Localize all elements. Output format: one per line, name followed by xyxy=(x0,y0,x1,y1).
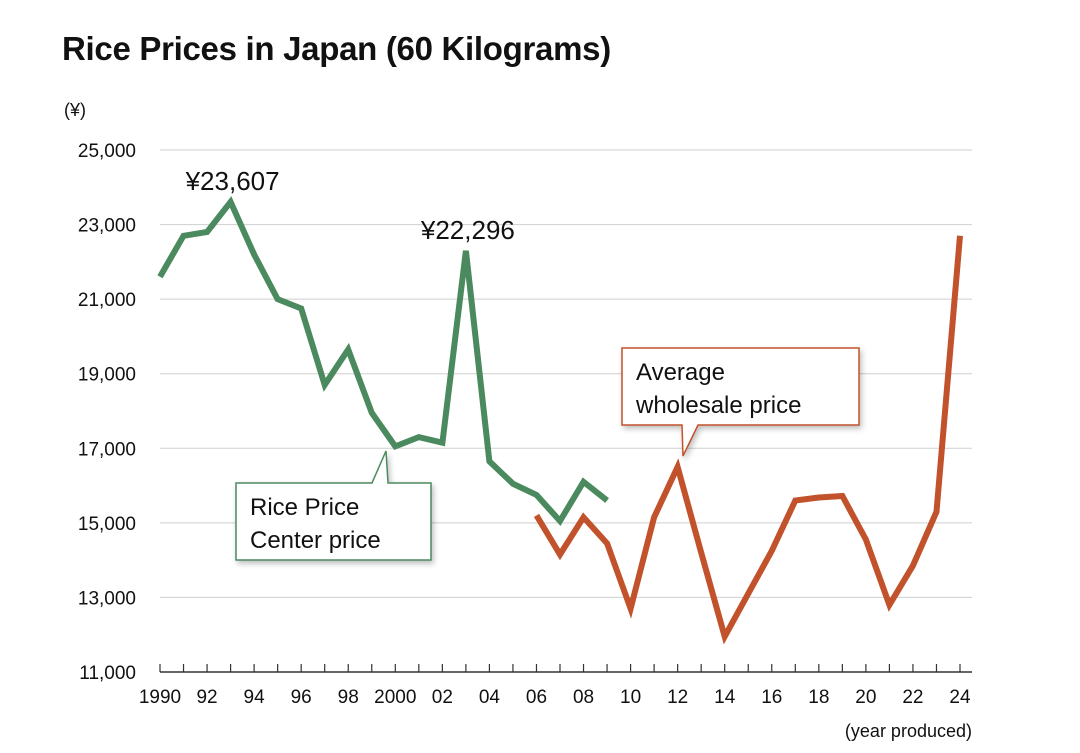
y-tick-label: 19,000 xyxy=(78,365,136,386)
x-tick-label: 94 xyxy=(244,687,266,708)
x-tick-label: 2000 xyxy=(374,687,416,708)
series-line-1 xyxy=(533,235,963,645)
x-axis-label: (year produced) xyxy=(845,721,972,741)
x-tick-label: 16 xyxy=(761,687,782,708)
x-tick-label: 22 xyxy=(902,687,923,708)
callout-text: wholesale price xyxy=(635,392,801,419)
x-tick-label: 24 xyxy=(949,687,971,708)
y-tick-label: 25,000 xyxy=(78,141,136,162)
y-tick-label: 11,000 xyxy=(79,663,136,684)
series-layer xyxy=(157,196,963,645)
callout-text: Average xyxy=(636,359,725,386)
callout-text: Center price xyxy=(250,527,381,554)
series-line-0 xyxy=(157,196,609,527)
x-tick-label: 1990 xyxy=(139,687,181,708)
y-tick-label: 21,000 xyxy=(78,290,136,311)
x-tick-label: 08 xyxy=(573,687,594,708)
callout-1: Average wholesale price xyxy=(621,347,860,457)
x-tick-label: 04 xyxy=(479,687,501,708)
callout-0: Rice Price Center price xyxy=(235,450,432,561)
x-tick-label: 02 xyxy=(432,687,453,708)
callout-box xyxy=(621,347,860,457)
y-tick-label: 17,000 xyxy=(78,439,136,460)
x-tick-label: 18 xyxy=(808,687,829,708)
y-tick-label: 23,000 xyxy=(78,216,136,237)
x-tick-label: 14 xyxy=(714,687,736,708)
y-axis-unit-label: (¥) xyxy=(64,100,86,120)
label-layer: ¥23,607 ¥22,296 Rice Price Center price Aver… xyxy=(185,166,860,561)
axis-layer: 11,000 13,000 15,000 17,000 19,000 21,000 23,0… xyxy=(64,100,972,741)
y-tick-label: 13,000 xyxy=(78,588,136,609)
callout-text: Rice Price xyxy=(250,494,359,521)
callout-box xyxy=(235,450,432,561)
x-tick-label: 96 xyxy=(291,687,312,708)
x-tick-label: 06 xyxy=(526,687,547,708)
x-tick-label: 10 xyxy=(620,687,641,708)
x-tick-label: 98 xyxy=(338,687,359,708)
y-tick-label: 15,000 xyxy=(78,514,136,535)
x-tick-label: 12 xyxy=(667,687,688,708)
x-tick-label: 92 xyxy=(196,687,217,708)
chart-title: Rice Prices in Japan (60 Kilograms) xyxy=(62,30,611,67)
peak-annotation: ¥22,296 xyxy=(420,215,515,245)
x-tick-label: 20 xyxy=(855,687,876,708)
peak-annotation: ¥23,607 xyxy=(185,166,280,196)
